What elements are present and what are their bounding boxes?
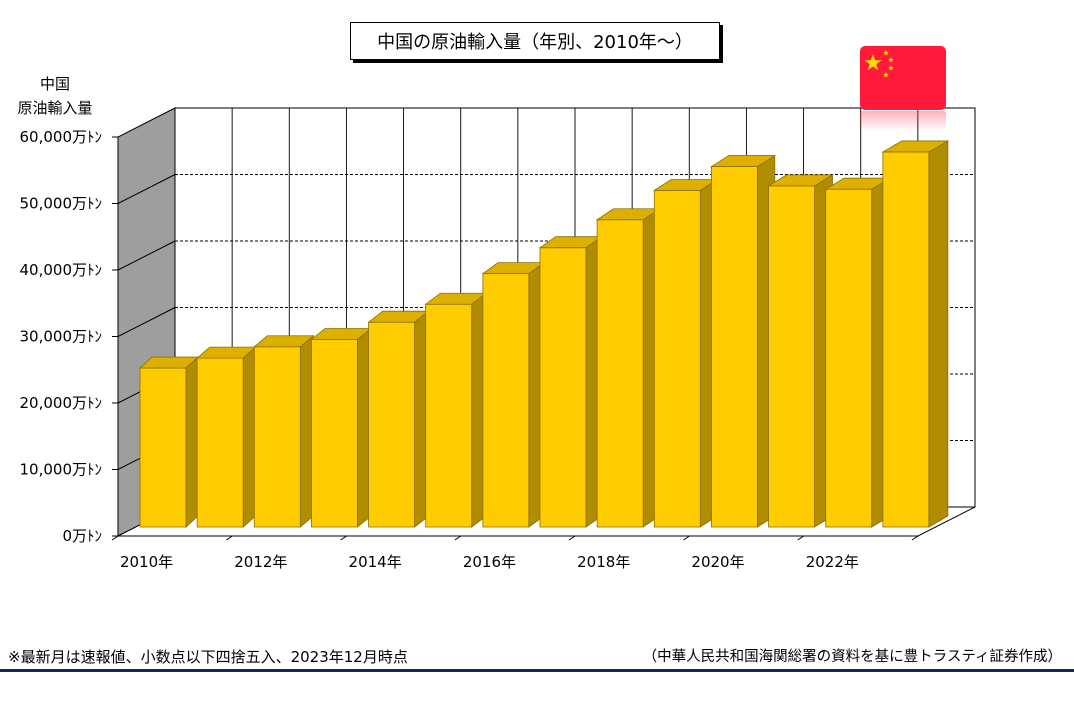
bar-front-face	[882, 151, 930, 528]
bottom-rule	[0, 669, 1074, 672]
bar-front-face	[768, 185, 815, 528]
bars	[138, 140, 950, 528]
side-wall-gridline	[117, 240, 176, 271]
bar-side-face	[242, 346, 257, 528]
flag-small-star-icon	[888, 64, 894, 71]
bar-2013	[310, 327, 373, 528]
y-tick-label: 40,000万ﾄﾝ	[20, 261, 103, 279]
x-tick-label: 2014年	[349, 553, 402, 571]
side-wall-gridline	[117, 174, 176, 204]
x-tick-label: 2020年	[691, 553, 744, 571]
bar-front-face	[139, 367, 187, 528]
flag-large-star-icon	[864, 54, 882, 71]
bar-front-face	[825, 188, 873, 528]
x-tick-label: 2022年	[806, 553, 859, 571]
bar-2023	[881, 140, 950, 528]
bar-front-face	[425, 303, 473, 528]
bar-front-face	[311, 339, 358, 528]
bar-front-face	[596, 219, 644, 528]
bar-2015	[424, 292, 488, 528]
china-flag-icon	[860, 46, 946, 131]
flag-small-star-icon	[883, 49, 889, 56]
bar-2019	[652, 178, 719, 528]
bar-2022	[824, 177, 892, 528]
bar-front-face	[196, 357, 244, 528]
x-tick	[911, 535, 919, 541]
bar-2014	[367, 310, 430, 528]
bar-2020	[710, 154, 777, 528]
bar-2018	[595, 208, 661, 528]
bar-2012	[253, 334, 315, 528]
x-tick-label: 2010年	[120, 553, 173, 571]
x-tick	[340, 535, 347, 541]
bar-2010	[138, 356, 200, 528]
y-tick-label: 20,000万ﾄﾝ	[20, 394, 103, 412]
x-tick	[683, 535, 690, 541]
y-tick-label: 60,000万ﾄﾝ	[20, 128, 103, 146]
x-tick	[454, 535, 462, 541]
flag-small-star-icon	[883, 71, 889, 78]
bar-2011	[196, 346, 257, 528]
side-wall-gridline	[117, 307, 176, 337]
bar-front-face	[539, 247, 587, 528]
bar-2016	[481, 261, 546, 528]
x-tick-label: 2018年	[577, 553, 630, 571]
bar-top-face	[767, 174, 834, 187]
x-tick	[111, 535, 119, 541]
y-tick-label: 50,000万ﾄﾝ	[20, 195, 103, 213]
bar-2017	[538, 235, 604, 528]
bar-front-face	[711, 166, 758, 528]
bar-side-face	[185, 356, 199, 528]
bar-front-face	[253, 346, 301, 528]
bar-2021	[767, 174, 834, 528]
source-note: （中華人民共和国海関総署の資料を基に豊トラスティ証券作成）	[642, 649, 1062, 665]
bar-front-face	[368, 321, 415, 528]
x-tick	[797, 535, 804, 541]
bar-top-face	[881, 140, 950, 153]
x-tick-label: 2012年	[234, 553, 287, 571]
x-tick-label: 2016年	[463, 553, 516, 571]
chart-title: 中国の原油輸入量（年別、2010年～）	[350, 22, 720, 60]
bar-side-face	[928, 140, 949, 528]
bar-front-face	[482, 273, 530, 528]
bar-top-face	[253, 335, 315, 348]
x-tick	[568, 535, 576, 541]
flag-field	[860, 46, 946, 110]
y-tick-label: 0万ﾄﾝ	[62, 527, 102, 545]
footnote: ※最新月は速報値、小数点以下四捨五入、2023年12月時点	[8, 648, 408, 666]
y-axis: 0万ﾄﾝ 10,000万ﾄﾝ 20,000万ﾄﾝ 30,000万ﾄﾝ 40,000万ﾄﾝ…	[20, 128, 118, 545]
y-axis-title-line-1: 中国	[39, 75, 70, 93]
x-tick	[226, 535, 233, 541]
x-axis: 2010年 2012年 2014年 2016年 2018年 2020年 2022年	[111, 535, 919, 571]
y-tick-label: 30,000万ﾄﾝ	[20, 328, 103, 346]
flag-reflection	[860, 111, 946, 131]
y-tick-label: 10,000万ﾄﾝ	[20, 461, 103, 479]
flag-small-star-icon	[888, 56, 894, 63]
bar-top-face	[710, 155, 777, 167]
y-axis-title-line-2: 原油輸入量	[17, 99, 93, 117]
bar-front-face	[653, 190, 701, 528]
